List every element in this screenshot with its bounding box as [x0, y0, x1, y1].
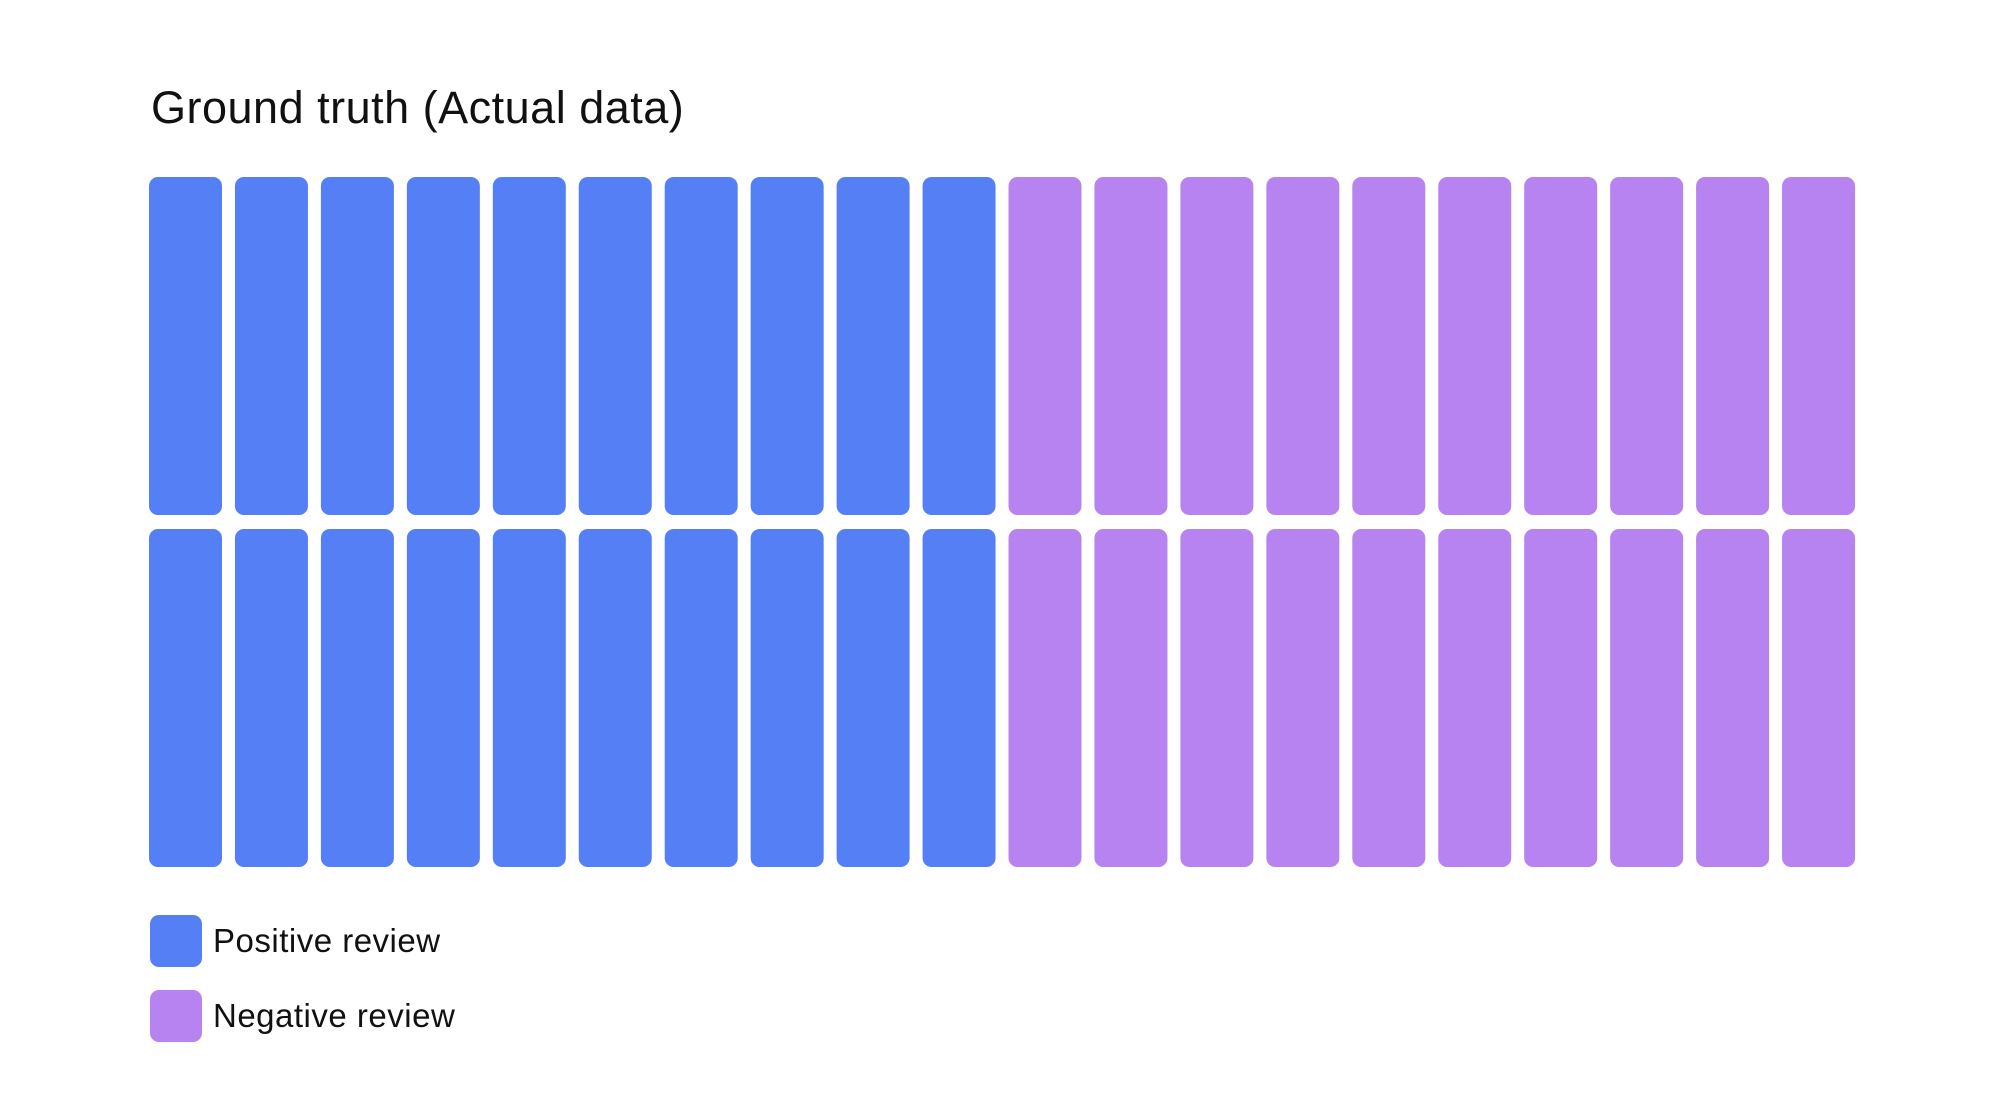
legend-item-positive: Positive review: [150, 915, 455, 967]
waffle-cell-negative-review: [1696, 529, 1770, 867]
waffle-cell-negative-review: [1782, 177, 1856, 515]
legend-label-positive: Positive review: [213, 922, 441, 959]
waffle-cell-positive-review: [320, 529, 394, 867]
waffle-cell-negative-review: [1094, 177, 1168, 515]
waffle-cell-negative-review: [1438, 177, 1512, 515]
waffle-cell-positive-review: [406, 529, 480, 867]
waffle-cell-positive-review: [664, 529, 738, 867]
waffle-cell-positive-review: [750, 177, 824, 515]
chart-title: Ground truth (Actual data): [151, 82, 685, 133]
waffle-cell-positive-review: [578, 177, 652, 515]
waffle-cell-positive-review: [320, 177, 394, 515]
waffle-cell-positive-review: [664, 177, 738, 515]
legend-label-negative: Negative review: [213, 997, 456, 1034]
waffle-cell-negative-review: [1180, 529, 1254, 867]
waffle-cell-positive-review: [836, 529, 910, 867]
waffle-cell-negative-review: [1266, 177, 1340, 515]
waffle-cell-positive-review: [750, 529, 824, 867]
waffle-cell-negative-review: [1438, 529, 1512, 867]
waffle-cell-negative-review: [1524, 177, 1598, 515]
waffle-cell-positive-review: [492, 177, 566, 515]
waffle-cell-negative-review: [1782, 529, 1856, 867]
waffle-cell-positive-review: [578, 529, 652, 867]
waffle-cell-positive-review: [836, 177, 910, 515]
legend-swatch-negative: [150, 990, 202, 1042]
waffle-cell-negative-review: [1696, 177, 1770, 515]
waffle-cell-negative-review: [1180, 177, 1254, 515]
waffle-cell-negative-review: [1610, 177, 1684, 515]
legend-item-negative: Negative review: [150, 990, 455, 1042]
waffle-cell-positive-review: [922, 529, 996, 867]
legend: Positive review Negative review: [150, 915, 455, 1065]
waffle-cell-negative-review: [1610, 529, 1684, 867]
legend-swatch-positive: [150, 915, 202, 967]
waffle-cell-negative-review: [1008, 177, 1082, 515]
waffle-cell-positive-review: [234, 529, 308, 867]
waffle-cell-negative-review: [1266, 529, 1340, 867]
waffle-cell-negative-review: [1008, 529, 1082, 867]
waffle-cell-positive-review: [922, 177, 996, 515]
waffle-cell-positive-review: [149, 529, 222, 867]
waffle-cell-negative-review: [1094, 529, 1168, 867]
waffle-cell-positive-review: [406, 177, 480, 515]
waffle-cell-positive-review: [234, 177, 308, 515]
waffle-cell-positive-review: [492, 529, 566, 867]
waffle-cell-negative-review: [1524, 529, 1598, 867]
waffle-cell-negative-review: [1352, 177, 1426, 515]
waffle-cell-positive-review: [149, 177, 222, 515]
waffle-cell-negative-review: [1352, 529, 1426, 867]
